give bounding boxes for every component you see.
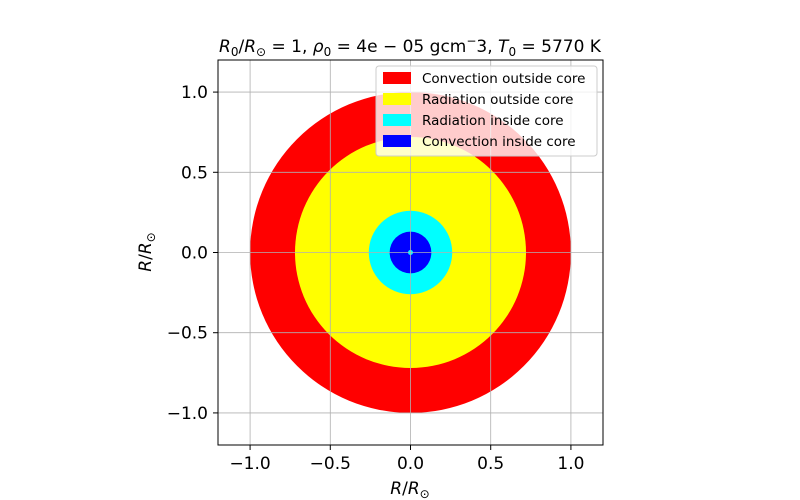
x-tick-label-4: 1.0 [557,454,584,474]
y-axis-label: R/R⊙ [136,232,158,271]
y-tick-label-1: −0.5 [167,324,208,344]
legend-label-radiation-outside: Radiation outside core [422,92,573,108]
legend: Convection outside core Radiation outsid… [375,65,598,157]
legend-swatch-radiation-inside [383,114,411,126]
legend-swatch-convection-inside [383,135,411,147]
x-tick-label-1: −0.5 [310,454,351,474]
x-tick-label-2: 0.0 [397,454,424,474]
y-tick-label-2: 0.0 [181,244,208,264]
legend-item-radiation-inside: Radiation inside core [383,113,564,129]
x-tick-label-3: 0.5 [477,454,504,474]
axis-ticks: −1.0 −0.5 0.0 0.5 1.0 −1.0 −0.5 0.0 0.5 1.0 [167,83,585,474]
legend-item-convection-inside: Convection inside core [383,134,576,150]
legend-item-convection-outside: Convection outside core [383,71,585,87]
chart-title: R0/R⊙ = 1, ρ0 = 4e − 05 gcm−3, T0 = 5770… [219,34,602,59]
legend-label-convection-outside: Convection outside core [422,71,585,87]
y-tick-label-4: 1.0 [181,83,208,103]
x-tick-label-0: −1.0 [229,454,270,474]
y-tick-label-3: 0.5 [181,163,208,183]
legend-label-convection-inside: Convection inside core [422,134,576,150]
x-axis-label: R/R⊙ [390,479,429,500]
legend-label-radiation-inside: Radiation inside core [422,113,564,129]
legend-box [375,65,598,157]
legend-swatch-radiation-outside [383,93,411,105]
legend-item-radiation-outside: Radiation outside core [383,92,573,108]
legend-swatch-convection-outside [383,72,411,84]
y-tick-label-0: −1.0 [167,404,208,424]
